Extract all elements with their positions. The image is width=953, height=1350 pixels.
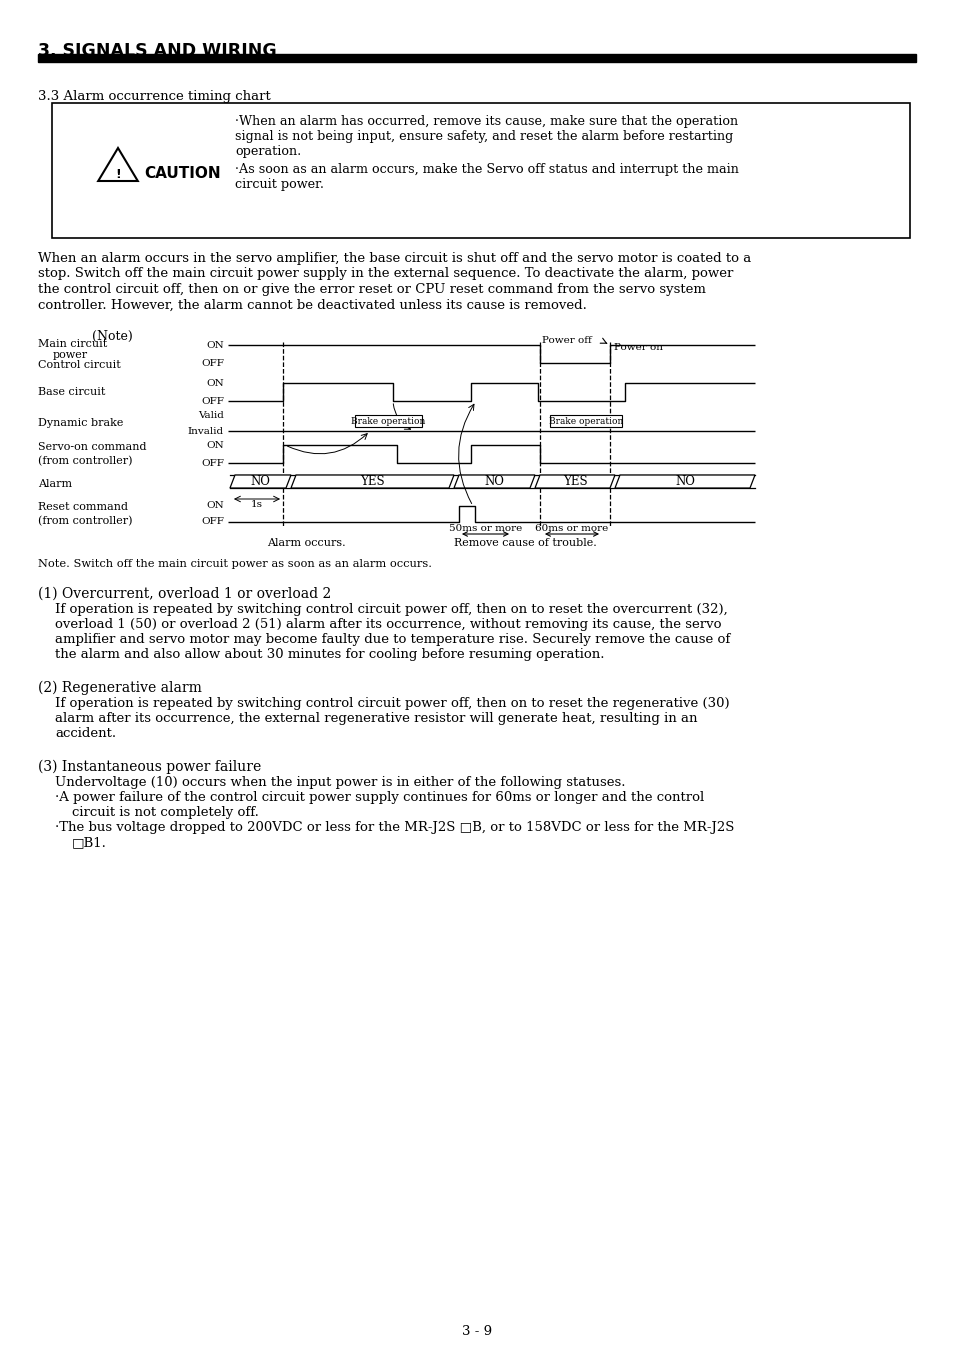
Text: Power off: Power off — [541, 336, 591, 346]
Polygon shape — [454, 475, 535, 487]
Polygon shape — [98, 148, 137, 181]
Text: (Note): (Note) — [91, 329, 132, 343]
Text: Alarm: Alarm — [38, 479, 72, 489]
Text: Remove cause of trouble.: Remove cause of trouble. — [454, 539, 597, 548]
Text: ·When an alarm has occurred, remove its cause, make sure that the operation: ·When an alarm has occurred, remove its … — [234, 115, 738, 128]
Text: stop. Switch off the main circuit power supply in the external sequence. To deac: stop. Switch off the main circuit power … — [38, 267, 733, 281]
Text: YES: YES — [360, 475, 384, 487]
Text: ·As soon as an alarm occurs, make the Servo off status and interrupt the main: ·As soon as an alarm occurs, make the Se… — [234, 163, 739, 176]
Text: Base circuit: Base circuit — [38, 387, 105, 397]
Bar — [38, 54, 915, 62]
Text: NO: NO — [484, 475, 504, 487]
Text: OFF: OFF — [201, 397, 224, 405]
Text: accident.: accident. — [55, 728, 116, 740]
Text: OFF: OFF — [201, 517, 224, 526]
Text: 60ms or more: 60ms or more — [535, 524, 608, 533]
Text: (3) Instantaneous power failure: (3) Instantaneous power failure — [38, 760, 261, 775]
Polygon shape — [230, 475, 291, 487]
Text: operation.: operation. — [234, 144, 301, 158]
Text: amplifier and servo motor may become faulty due to temperature rise. Securely re: amplifier and servo motor may become fau… — [55, 633, 729, 647]
Text: controller. However, the alarm cannot be deactivated unless its cause is removed: controller. However, the alarm cannot be… — [38, 298, 586, 312]
Bar — [550, 414, 621, 427]
Text: Main circuit: Main circuit — [38, 339, 107, 350]
Text: Note. Switch off the main circuit power as soon as an alarm occurs.: Note. Switch off the main circuit power … — [38, 559, 432, 568]
Text: □B1.: □B1. — [71, 836, 107, 849]
Text: Undervoltage (10) occurs when the input power is in either of the following stat: Undervoltage (10) occurs when the input … — [55, 776, 625, 788]
Polygon shape — [535, 475, 615, 487]
Text: ·The bus voltage dropped to 200VDC or less for the MR-J2S □B, or to 158VDC or le: ·The bus voltage dropped to 200VDC or le… — [55, 821, 734, 834]
Text: If operation is repeated by switching control circuit power off, then on to rese: If operation is repeated by switching co… — [55, 603, 727, 616]
Text: the alarm and also allow about 30 minutes for cooling before resuming operation.: the alarm and also allow about 30 minute… — [55, 648, 604, 662]
Text: 3 - 9: 3 - 9 — [461, 1324, 492, 1338]
Text: the control circuit off, then on or give the error reset or CPU reset command fr: the control circuit off, then on or give… — [38, 284, 705, 296]
Text: overload 1 (50) or overload 2 (51) alarm after its occurrence, without removing : overload 1 (50) or overload 2 (51) alarm… — [55, 618, 720, 630]
Text: Power on: Power on — [614, 343, 662, 351]
Text: !: ! — [115, 167, 121, 181]
Text: Control circuit: Control circuit — [38, 360, 121, 370]
Text: YES: YES — [562, 475, 587, 487]
Text: 3.3 Alarm occurrence timing chart: 3.3 Alarm occurrence timing chart — [38, 90, 271, 103]
Text: Brake operation: Brake operation — [548, 417, 622, 425]
Bar — [52, 103, 909, 238]
Text: ·A power failure of the control circuit power supply continues for 60ms or longe: ·A power failure of the control circuit … — [55, 791, 703, 805]
Text: (from controller): (from controller) — [38, 516, 132, 526]
Text: circuit power.: circuit power. — [234, 178, 324, 190]
Text: Alarm occurs.: Alarm occurs. — [267, 539, 345, 548]
Text: Reset command: Reset command — [38, 502, 128, 512]
Text: (from controller): (from controller) — [38, 456, 132, 466]
Text: (2) Regenerative alarm: (2) Regenerative alarm — [38, 680, 202, 695]
Text: alarm after its occurrence, the external regenerative resistor will generate hea: alarm after its occurrence, the external… — [55, 711, 697, 725]
Text: 1s: 1s — [251, 500, 263, 509]
Text: NO: NO — [675, 475, 694, 487]
Text: circuit is not completely off.: circuit is not completely off. — [71, 806, 258, 819]
Text: power: power — [53, 350, 88, 360]
Text: OFF: OFF — [201, 359, 224, 367]
Polygon shape — [615, 475, 754, 487]
Text: Invalid: Invalid — [188, 427, 224, 436]
Text: ON: ON — [206, 440, 224, 450]
Text: Valid: Valid — [198, 410, 224, 420]
Text: ON: ON — [206, 378, 224, 387]
Text: When an alarm occurs in the servo amplifier, the base circuit is shut off and th: When an alarm occurs in the servo amplif… — [38, 252, 750, 265]
Text: If operation is repeated by switching control circuit power off, then on to rese: If operation is repeated by switching co… — [55, 697, 729, 710]
Text: CAUTION: CAUTION — [144, 166, 220, 181]
Text: Servo-on command: Servo-on command — [38, 441, 147, 452]
Text: Dynamic brake: Dynamic brake — [38, 418, 123, 428]
Text: ON: ON — [206, 501, 224, 510]
Text: OFF: OFF — [201, 459, 224, 467]
Text: NO: NO — [251, 475, 270, 487]
Text: 50ms or more: 50ms or more — [449, 524, 521, 533]
Polygon shape — [291, 475, 454, 487]
Bar — [355, 414, 421, 427]
Text: 3. SIGNALS AND WIRING: 3. SIGNALS AND WIRING — [38, 42, 276, 59]
Text: signal is not being input, ensure safety, and reset the alarm before restarting: signal is not being input, ensure safety… — [234, 130, 733, 143]
Text: Brake operation: Brake operation — [351, 417, 425, 425]
Text: (1) Overcurrent, overload 1 or overload 2: (1) Overcurrent, overload 1 or overload … — [38, 587, 331, 601]
Text: ON: ON — [206, 340, 224, 350]
